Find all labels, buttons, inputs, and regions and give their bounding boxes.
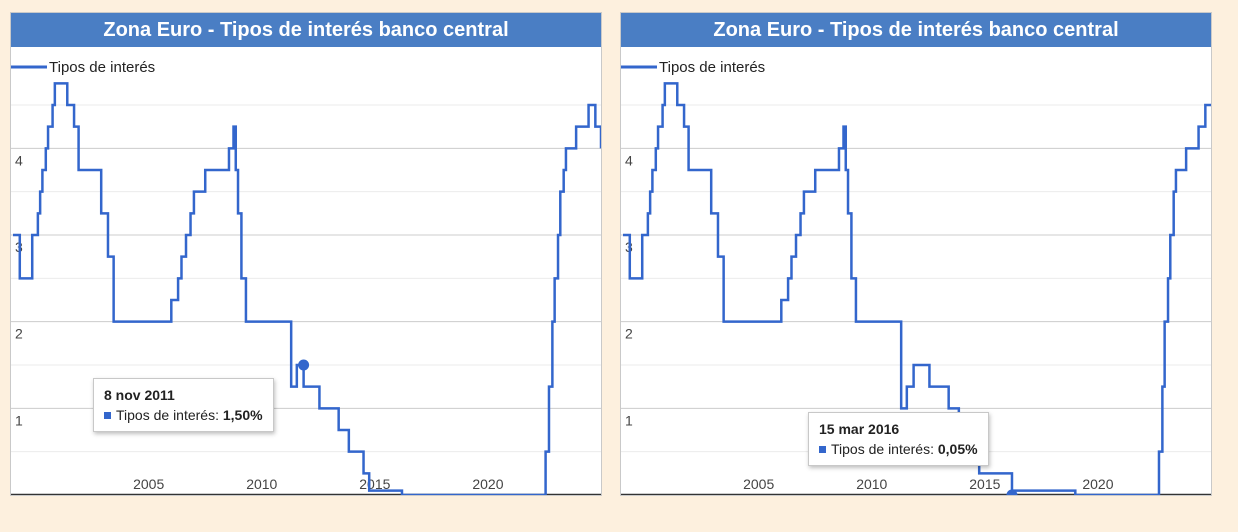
x-tick-label: 2010 (246, 476, 277, 492)
chart-panel-right: Zona Euro - Tipos de interés banco centr… (620, 12, 1212, 496)
chart-tooltip: 15 mar 2016 Tipos de interés: 0,05% (808, 412, 989, 466)
x-tick-label: 2015 (969, 476, 1000, 492)
tooltip-date: 15 mar 2016 (819, 421, 900, 437)
tooltip-series-label: Tipos de interés (831, 441, 931, 457)
series-line (13, 82, 601, 495)
tooltip-swatch (819, 445, 826, 453)
chart-panel-left: Zona Euro - Tipos de interés banco centr… (10, 12, 602, 496)
tooltip-swatch (104, 411, 111, 419)
x-tick-label: 2015 (359, 476, 390, 492)
highlight-point (298, 359, 310, 371)
y-tick-label: 1 (15, 412, 23, 428)
y-tick-label: 2 (625, 326, 633, 342)
x-tick-label: 2005 (743, 476, 774, 492)
series-line (623, 82, 1211, 495)
y-tick-label: 4 (15, 152, 23, 168)
y-tick-label: 2 (15, 326, 23, 342)
tooltip-series-label: Tipos de interés (116, 407, 216, 423)
chart-tooltip: 8 nov 2011 Tipos de interés: 1,50% (93, 378, 274, 432)
x-tick-label: 2020 (1082, 476, 1113, 492)
tooltip-value: 1,50% (222, 407, 263, 423)
y-tick-label: 1 (625, 412, 633, 428)
y-tick-label: 4 (625, 152, 633, 168)
tooltip-row: Tipos de interés: 1,50% (104, 407, 263, 423)
x-tick-label: 2010 (856, 476, 887, 492)
x-tick-label: 2005 (133, 476, 164, 492)
highlight-point (1006, 489, 1018, 495)
tooltip-date: 8 nov 2011 (104, 387, 175, 403)
x-tick-label: 2020 (472, 476, 503, 492)
legend-label: Tipos de interés (49, 59, 155, 76)
chart-title: Zona Euro - Tipos de interés banco centr… (11, 13, 601, 47)
chart-title: Zona Euro - Tipos de interés banco centr… (621, 13, 1211, 47)
legend-label: Tipos de interés (659, 59, 765, 76)
tooltip-value: 0,05% (937, 441, 978, 457)
tooltip-row: Tipos de interés: 0,05% (819, 441, 978, 457)
